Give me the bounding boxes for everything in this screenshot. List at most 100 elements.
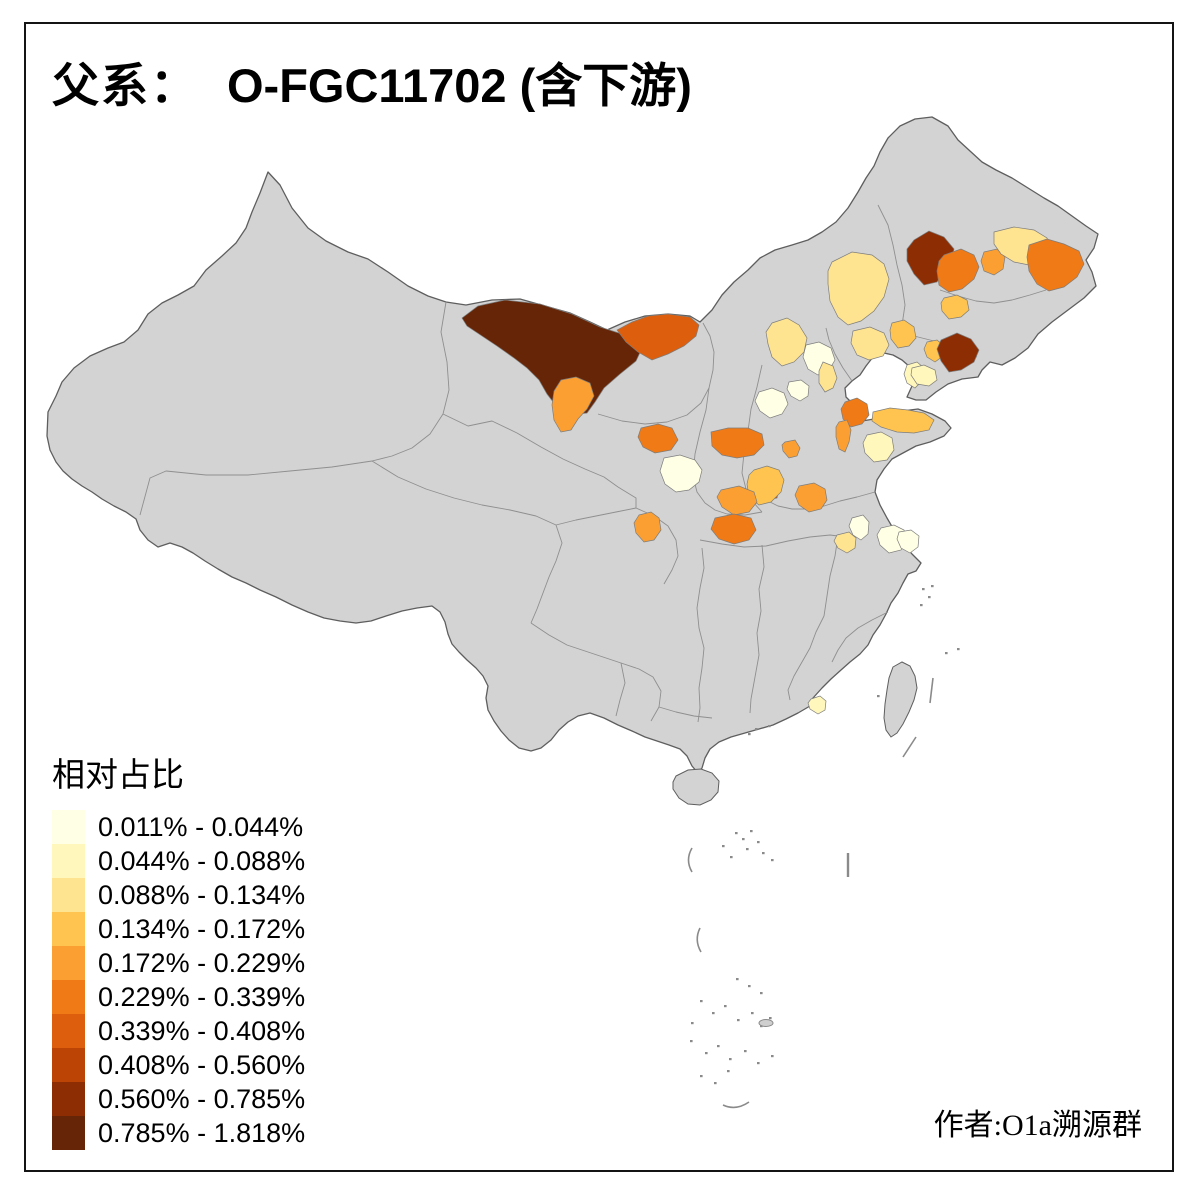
legend-swatch xyxy=(52,980,85,1014)
islet-speck xyxy=(931,585,934,588)
islet-speck xyxy=(735,832,738,835)
islet-speck xyxy=(877,695,880,698)
region-wuzhong xyxy=(637,423,679,454)
region-bayannur xyxy=(616,313,700,361)
region-dandong xyxy=(936,332,980,373)
legend-item-1: 0.011% - 0.044% xyxy=(52,810,305,844)
islet-speck xyxy=(922,588,925,591)
taiwan-island xyxy=(883,661,918,738)
legend-range-label: 0.560% - 0.785% xyxy=(98,1083,306,1114)
islet-speck xyxy=(742,838,745,841)
legend-swatch xyxy=(52,844,85,878)
islet-speck xyxy=(750,830,753,833)
legend-item-2: 0.044% - 0.088% xyxy=(52,844,305,878)
islet-speck xyxy=(744,1050,747,1053)
islet-speck xyxy=(727,1070,730,1073)
islet-speck xyxy=(957,648,960,651)
region-suihua xyxy=(936,248,980,293)
region-baoding xyxy=(786,379,810,402)
islet-speck xyxy=(748,985,751,988)
legend-item-5: 0.172% - 0.229% xyxy=(52,946,305,980)
islet-speck xyxy=(757,1062,760,1065)
islet-speck xyxy=(729,1058,732,1061)
sea-islets xyxy=(690,585,960,1085)
legend-title: 相对占比 xyxy=(52,758,184,794)
map-title: 父系： O-FGC11702 (含下游) xyxy=(52,60,692,114)
islet-speck xyxy=(945,652,948,655)
hainan-island xyxy=(672,768,720,806)
islet-speck xyxy=(768,725,771,728)
region-zhangjiakou xyxy=(765,317,808,367)
legend-range-label: 0.339% - 0.408% xyxy=(98,1015,306,1046)
region-songyuan xyxy=(940,294,970,320)
region-xuzhou xyxy=(833,531,857,554)
province-borders xyxy=(139,204,1047,723)
legend-item-9: 0.560% - 0.785% xyxy=(52,1082,305,1116)
islet-speck xyxy=(771,1055,774,1058)
legend-range-label: 0.088% - 0.134% xyxy=(98,879,306,910)
legend-range-label: 0.172% - 0.229% xyxy=(98,947,306,978)
islet-speck xyxy=(700,1000,703,1003)
region-chaozhou xyxy=(807,695,827,715)
islet-speck xyxy=(736,978,739,981)
legend-range-label: 0.134% - 0.172% xyxy=(98,913,306,944)
region-yanan xyxy=(659,454,703,493)
islet-speck xyxy=(722,845,725,848)
region-chifeng xyxy=(850,326,890,361)
islet-speck xyxy=(762,852,765,855)
islet-speck xyxy=(705,1052,708,1055)
legend-swatch xyxy=(52,1014,85,1048)
islet-speck xyxy=(748,733,751,736)
legend-range-label: 0.408% - 0.560% xyxy=(98,1049,306,1080)
region-nanyang xyxy=(716,485,758,516)
islet-speck xyxy=(746,848,749,851)
islet-speck xyxy=(757,841,760,844)
legend-item-4: 0.134% - 0.172% xyxy=(52,912,305,946)
islands xyxy=(672,661,918,806)
author-credit: 作者:O1a溯源群 xyxy=(934,1100,1142,1144)
islet-speck xyxy=(712,1012,715,1015)
islet-speck xyxy=(755,728,758,731)
legend-item-10: 0.785% - 1.818% xyxy=(52,1116,305,1150)
region-qingdao xyxy=(862,431,895,463)
islet-speck xyxy=(717,1045,720,1048)
legend-range-label: 0.044% - 0.088% xyxy=(98,845,306,876)
legend-swatch xyxy=(52,1116,85,1150)
author-credit-text: 作者:O1a溯源群 xyxy=(933,1109,1142,1142)
islet-speck xyxy=(737,1019,740,1022)
region-dongying xyxy=(840,397,870,428)
islet-speck xyxy=(769,1017,772,1020)
region-xiangyang xyxy=(710,513,757,545)
legend-item-6: 0.229% - 0.339% xyxy=(52,980,305,1014)
islet-speck xyxy=(928,596,931,599)
islet-speck xyxy=(760,992,763,995)
legend-range-label: 0.229% - 0.339% xyxy=(98,981,306,1012)
islet-speck xyxy=(771,859,774,862)
region-hanzhong xyxy=(633,511,662,543)
region-tianjin xyxy=(818,361,838,393)
legend-item-7: 0.339% - 0.408% xyxy=(52,1014,305,1048)
region-zibo xyxy=(835,419,852,453)
legend-swatch xyxy=(52,946,85,980)
region-xingan xyxy=(827,251,890,326)
legend-range-label: 0.785% - 1.818% xyxy=(98,1117,306,1148)
islet-speck xyxy=(751,1012,754,1015)
legend-swatch xyxy=(52,1048,85,1082)
region-chengde xyxy=(889,319,917,349)
region-weifang xyxy=(871,407,935,434)
legend-swatch xyxy=(52,810,85,844)
islet-speck xyxy=(920,604,923,607)
islet-speck xyxy=(691,1022,694,1025)
region-bozhou xyxy=(794,482,828,513)
region-xinzhou xyxy=(754,387,789,419)
legend-swatch xyxy=(52,1082,85,1116)
region-luoyang xyxy=(746,465,785,506)
legend-item-8: 0.408% - 0.560% xyxy=(52,1048,305,1082)
region-nantong xyxy=(896,529,920,554)
islet-speck xyxy=(730,856,733,859)
islet-speck xyxy=(700,1075,703,1078)
legend-items: 0.011% - 0.044% 0.044% - 0.088% 0.088% - 0… xyxy=(52,810,305,1150)
legend-item-3: 0.088% - 0.134% xyxy=(52,878,305,912)
islet-speck xyxy=(690,1040,693,1043)
